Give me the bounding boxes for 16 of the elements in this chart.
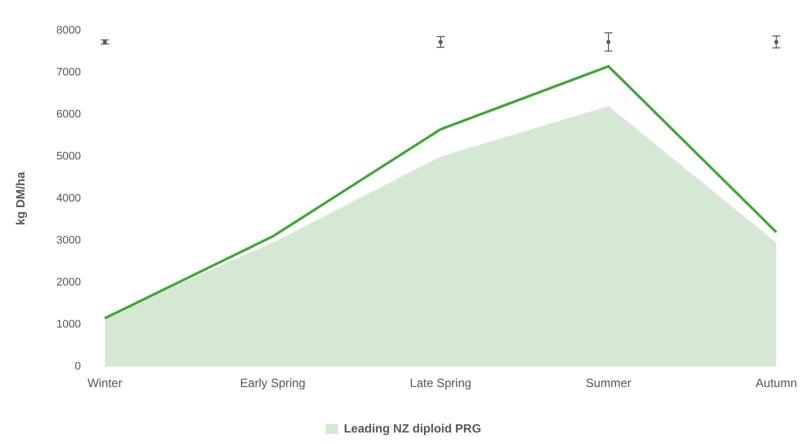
x-tick-label: Winter <box>88 376 122 390</box>
x-tick-label: Late Spring <box>410 376 472 390</box>
x-tick-label: Early Spring <box>240 376 306 390</box>
y-tick-label: 4000 <box>56 192 81 205</box>
y-tick-label: 3000 <box>56 234 81 247</box>
y-tick-label: 0 <box>74 360 81 373</box>
y-tick-label: 1000 <box>56 318 81 331</box>
x-tick-label: Autumn <box>756 376 797 390</box>
y-tick-label: 2000 <box>56 276 81 289</box>
y-tick-label: 8000 <box>56 24 81 37</box>
y-tick-label: 6000 <box>56 108 81 121</box>
y-axis-title: kg DM/ha <box>14 172 28 226</box>
y-tick-label: 5000 <box>56 150 81 163</box>
y-tick-label: 7000 <box>56 66 81 79</box>
legend-label: Leading NZ diploid PRG <box>344 421 482 436</box>
x-tick-label: Summer <box>586 376 632 390</box>
